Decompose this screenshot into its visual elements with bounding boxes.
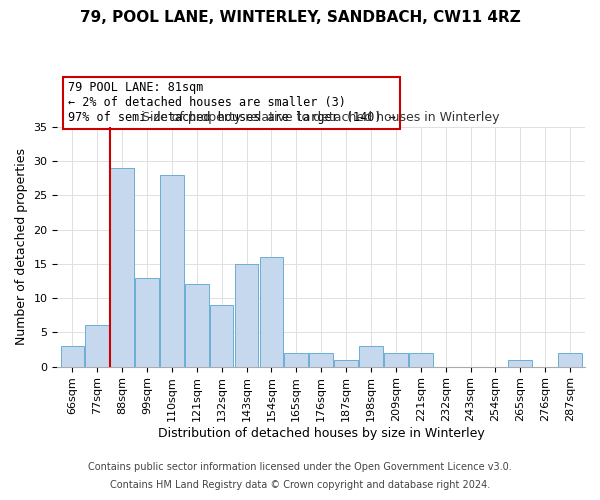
Bar [235, 264, 259, 366]
Text: Contains HM Land Registry data © Crown copyright and database right 2024.: Contains HM Land Registry data © Crown c… [110, 480, 490, 490]
Bar [185, 284, 209, 366]
Text: Contains public sector information licensed under the Open Government Licence v3: Contains public sector information licen… [88, 462, 512, 472]
Bar [85, 326, 109, 366]
Y-axis label: Number of detached properties: Number of detached properties [15, 148, 28, 345]
Bar [160, 175, 184, 366]
Bar [384, 353, 407, 366]
Bar [284, 353, 308, 366]
X-axis label: Distribution of detached houses by size in Winterley: Distribution of detached houses by size … [158, 427, 485, 440]
Text: 79, POOL LANE, WINTERLEY, SANDBACH, CW11 4RZ: 79, POOL LANE, WINTERLEY, SANDBACH, CW11… [80, 10, 520, 25]
Bar [334, 360, 358, 366]
Bar [508, 360, 532, 366]
Bar [260, 257, 283, 366]
Bar [110, 168, 134, 366]
Title: Size of property relative to detached houses in Winterley: Size of property relative to detached ho… [142, 112, 500, 124]
Bar [135, 278, 159, 366]
Text: 79 POOL LANE: 81sqm
← 2% of detached houses are smaller (3)
97% of semi-detached: 79 POOL LANE: 81sqm ← 2% of detached hou… [68, 82, 396, 124]
Bar [310, 353, 333, 366]
Bar [359, 346, 383, 366]
Bar [61, 346, 84, 366]
Bar [210, 305, 233, 366]
Bar [409, 353, 433, 366]
Bar [558, 353, 582, 366]
